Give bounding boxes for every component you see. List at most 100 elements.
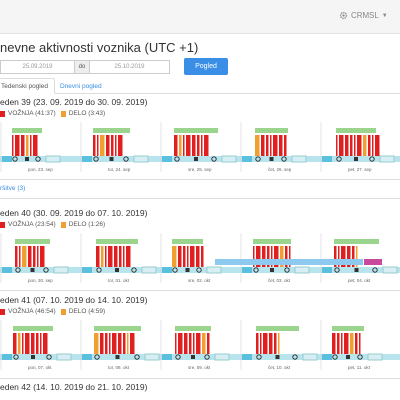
rest-icon <box>196 267 202 273</box>
driving-block <box>15 246 18 267</box>
view-tabs: Tedenski pogled Dnevni pogled <box>0 78 400 94</box>
driving-block <box>285 246 288 267</box>
rest-segment <box>242 267 252 273</box>
rest-segment <box>2 267 12 273</box>
driving-block <box>101 246 104 267</box>
tab-weekly-view[interactable]: Tedenski pogled <box>0 78 55 94</box>
day-label: sre, 09. okt <box>188 365 211 370</box>
activity-duration-bar <box>94 326 141 331</box>
driving-block <box>96 246 100 267</box>
week-title: eden 42 (14. 10. 2019 do 21. 10. 2019) <box>0 382 148 392</box>
language-select[interactable]: SL ▼ <box>369 11 388 20</box>
driving-block <box>352 246 355 267</box>
driving-block <box>196 333 201 354</box>
activity-duration-bar <box>256 326 299 331</box>
date-to-input[interactable]: 25.10.2019 <box>89 60 170 74</box>
driving-block <box>189 333 192 354</box>
driving-block <box>201 246 204 267</box>
driving-block <box>339 135 344 156</box>
driving-block <box>25 333 30 354</box>
driving-block <box>178 333 183 354</box>
week-legend: VOŽNJA (23:54) DELO (1:26) <box>0 221 105 228</box>
driving-block <box>375 135 380 156</box>
driving-block <box>271 246 273 267</box>
caret-down-icon: ▼ <box>381 12 388 19</box>
date-from-value: 25.09.2019 <box>22 64 53 70</box>
day-label: pon, 30. sep <box>28 278 53 283</box>
driving-block <box>21 135 25 156</box>
driving-block <box>106 135 110 156</box>
activity-duration-bar <box>255 128 288 133</box>
driving-block <box>112 333 117 354</box>
rest-icon <box>334 267 340 273</box>
driving-block <box>37 246 39 267</box>
activity-duration-bar <box>12 128 42 133</box>
rest-icon <box>174 156 180 162</box>
rest-band <box>0 267 400 273</box>
driving-block <box>261 135 265 156</box>
page-title: nevne aktivnosti voznika (UTC +1) <box>0 40 199 55</box>
tab-daily-view[interactable]: Dnevni pogled <box>60 82 102 90</box>
rest-label-box <box>53 266 69 274</box>
driving-block <box>183 135 185 156</box>
rest-icon <box>46 354 52 360</box>
driving-block <box>18 333 21 354</box>
bed-icon <box>354 268 359 272</box>
rest-icon <box>93 156 99 162</box>
driving-block <box>31 333 35 354</box>
driving-block <box>33 246 36 267</box>
driving-block <box>187 246 189 267</box>
rest-icon <box>43 267 49 273</box>
rest-icon <box>15 267 21 273</box>
rest-icon <box>369 156 375 162</box>
rest-label-box <box>367 353 383 361</box>
driving-block <box>105 246 107 267</box>
driving-block <box>15 135 20 156</box>
divider <box>0 290 400 291</box>
rest-segment <box>322 156 332 162</box>
event-marker <box>364 259 382 265</box>
driving-block <box>267 246 270 267</box>
drive-swatch <box>0 308 5 315</box>
crm-menu[interactable]: CRM <box>339 11 369 20</box>
view-button[interactable]: Pogled <box>184 58 228 75</box>
week-timeline[interactable]: pon, 07. okt tor, 08. okt sre, 09. okt čet,… <box>0 320 400 375</box>
rest-segment <box>242 156 252 162</box>
driving-block <box>356 246 358 267</box>
crm-label: CRM <box>351 11 370 20</box>
week-legend: VOŽNJA (41:37) DELO (3:43) <box>0 110 105 117</box>
driving-block <box>256 246 261 267</box>
date-to-value: 25.10.2019 <box>114 64 145 70</box>
date-from-input[interactable]: 25.09.2019 <box>0 60 75 74</box>
rest-icon <box>292 354 298 360</box>
week-timeline[interactable]: pon, 23. sep tor, 24. sep sre, 25. sep čet,… <box>0 122 400 177</box>
day-label: pet, 27. sep <box>348 167 372 172</box>
driving-block <box>255 135 260 156</box>
driving-block <box>114 246 118 267</box>
divider <box>0 198 400 199</box>
driving-block <box>190 246 195 267</box>
rest-segment <box>242 354 252 360</box>
week-timeline[interactable]: pon, 30. sep tor, 01. okt sre, 02. okt čet,… <box>0 233 400 288</box>
rest-icon <box>253 267 259 273</box>
rest-segment <box>82 267 92 273</box>
driving-block <box>13 333 17 354</box>
driving-block <box>336 135 338 156</box>
driving-block <box>354 135 356 156</box>
driving-block <box>334 246 337 267</box>
rest-icon <box>281 156 287 162</box>
rest-icon <box>123 156 129 162</box>
rest-icon <box>357 354 363 360</box>
divider <box>0 378 400 379</box>
driving-block <box>266 135 269 156</box>
violations-link[interactable]: ršitve (3) <box>0 185 26 192</box>
day-label: pon, 23. sep <box>28 167 53 172</box>
driving-block <box>109 333 111 354</box>
bed-icon <box>30 268 35 272</box>
bed-icon <box>115 355 120 359</box>
driving-block <box>175 333 177 354</box>
activity-duration-bar <box>93 128 130 133</box>
driving-block <box>256 333 259 354</box>
rest-label-box <box>382 266 398 274</box>
day-label: tor, 24. sep <box>108 167 131 172</box>
